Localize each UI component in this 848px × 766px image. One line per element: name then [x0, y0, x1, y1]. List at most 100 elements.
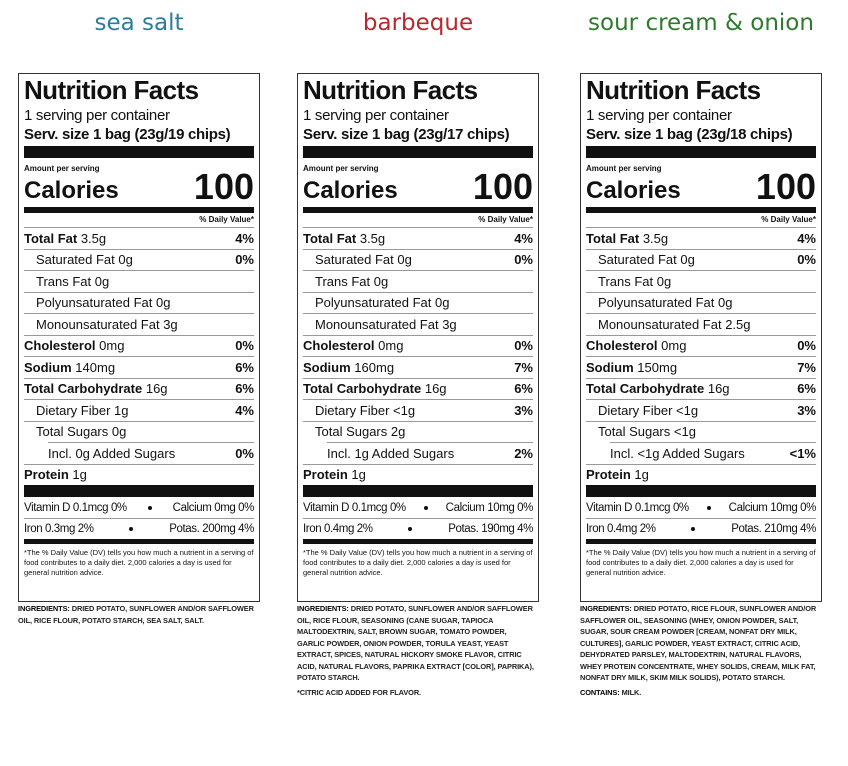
nutrient-row: Protein 1g: [586, 463, 816, 486]
nutrient-dv: 0%: [797, 338, 816, 354]
nutrient-name-group: Total Fat 3.5g: [303, 231, 385, 246]
nutrient-name-group: Dietary Fiber <1g: [598, 403, 698, 418]
nutrient-name-group: Total Fat 3.5g: [586, 231, 668, 246]
medium-bar: [586, 539, 816, 544]
nutrient-name-group: Total Fat 3.5g: [24, 231, 106, 246]
nutrient-amount: 16g: [424, 381, 447, 397]
nutrient-name-group: Total Sugars <1g: [598, 424, 696, 439]
ingredients-list: DRIED POTATO, RICE FLOUR, SUNFLOWER AND/…: [580, 604, 817, 682]
vitamin-row: Vitamin D 0.1mcg 0% Calcium 10mg 0%: [586, 497, 816, 518]
dv-header: % Daily Value*: [478, 215, 533, 224]
nutrient-name-group: Total Sugars 2g: [315, 424, 405, 439]
serving-size: Serv. size 1 bag (23g/18 chips): [586, 125, 816, 144]
amount-per-serving: Amount per serving: [586, 164, 662, 173]
nutrient-row: Incl. 0g Added Sugars 0%: [48, 442, 254, 464]
nutrient-amount: 0g: [680, 252, 695, 268]
ingredients-text: INGREDIENTS: DRIED POTATO, RICE FLOUR, S…: [580, 603, 818, 684]
separator-dot: [129, 527, 134, 531]
nutrient-name: Polyunsaturated Fat: [598, 295, 715, 311]
nutrient-name: Polyunsaturated Fat: [315, 295, 432, 311]
nutrient-name: Trans Fat: [36, 273, 92, 289]
nutrient-name-group: Polyunsaturated Fat 0g: [598, 295, 732, 310]
nutrient-amount: 3.5g: [80, 230, 107, 246]
vitamin-item: Calcium 10mg 0%: [445, 501, 534, 514]
vitamin-row: Iron 0.4mg 2% Potas. 190mg 4%: [303, 518, 533, 539]
nutrient-amount: 0g: [717, 295, 733, 311]
nutrient-row: Sodium 150mg 7%: [586, 356, 816, 378]
nutrient-row: Incl. 1g Added Sugars 2%: [327, 442, 533, 464]
nutrient-row: Cholesterol 0mg 0%: [303, 334, 533, 357]
nutrition-panel: Nutrition Facts 1 serving per container Se…: [580, 73, 822, 602]
nutrient-dv: 6%: [514, 381, 533, 397]
nutrient-name: Saturated Fat: [598, 252, 677, 268]
calories-row: Calories 100: [303, 169, 533, 205]
nutrient-name-group: Saturated Fat 0g: [36, 252, 133, 267]
serving-size: Serv. size 1 bag (23g/19 chips): [24, 125, 254, 144]
nutrient-row: Dietary Fiber <1g 3%: [303, 399, 533, 421]
vitamin-item: Potas. 190mg 4%: [448, 523, 533, 535]
nutrient-name: Sodium: [24, 359, 72, 375]
separator-dot: [408, 527, 413, 531]
nutrient-name-group: Saturated Fat 0g: [315, 252, 412, 267]
serving-size-label: Serv. size: [586, 126, 652, 143]
nutrient-name: Total Fat: [24, 230, 78, 246]
nutrient-amount: 160mg: [354, 359, 395, 375]
nutrient-dv: 6%: [797, 381, 816, 397]
nutrient-row: Saturated Fat 0g 0%: [586, 248, 816, 271]
nutrient-dv: 3%: [797, 402, 816, 418]
vitamin-item: Iron 0.4mg 2%: [586, 523, 656, 535]
nutrient-name: Dietary Fiber: [598, 402, 673, 418]
calories-row: Calories 100: [586, 169, 816, 205]
nutrient-amount: 0g: [656, 273, 672, 289]
ingredients: INGREDIENTS: DRIED POTATO, RICE FLOUR, S…: [580, 603, 818, 698]
nutrition-panel: Nutrition Facts 1 serving per container Se…: [297, 73, 539, 602]
nutrient-row: Dietary Fiber 1g 4%: [24, 399, 254, 421]
thick-bar: [303, 485, 533, 497]
nutrient-amount: 0g: [111, 424, 127, 440]
nutrient-amount: 16g: [145, 381, 168, 397]
thick-bar: [24, 146, 254, 158]
vitamin-item: Vitamin D 0.1mcg 0%: [586, 501, 689, 514]
nutrient-row: Dietary Fiber <1g 3%: [586, 399, 816, 421]
dv-header: % Daily Value*: [199, 215, 254, 224]
vitamin-row: Vitamin D 0.1mcg 0% Calcium 0mg 0%: [24, 497, 254, 518]
nutrient-row: Total Carbohydrate 16g 6%: [24, 377, 254, 400]
nutrient-name-group: Cholesterol 0mg: [303, 338, 403, 353]
nutrient-row: Total Fat 3.5g 4%: [303, 227, 533, 249]
nutrient-row: Cholesterol 0mg 0%: [24, 334, 254, 357]
nutrient-name-group: Total Carbohydrate 16g: [586, 381, 730, 396]
panel-title: Nutrition Facts: [586, 75, 761, 105]
nutrient-name-group: Polyunsaturated Fat 0g: [315, 295, 449, 310]
nutrient-row: Saturated Fat 0g 0%: [24, 248, 254, 271]
nutrient-amount: 1g: [351, 467, 366, 483]
vitamin-item: Iron 0.3mg 2%: [24, 523, 94, 535]
nutrient-name-group: Monounsaturated Fat 3g: [36, 317, 178, 332]
nutrient-amount: 0g: [373, 273, 389, 289]
nutrient-amount: 1g: [634, 467, 649, 483]
nutrient-row: Total Fat 3.5g 4%: [24, 227, 254, 249]
nutrient-name: Total Fat: [586, 230, 640, 246]
nutrient-name-group: Saturated Fat 0g: [598, 252, 695, 267]
vitamin-item: Potas. 200mg 4%: [169, 523, 254, 535]
ingredients-label: INGREDIENTS:: [297, 604, 349, 613]
nutrient-dv: 0%: [235, 445, 254, 461]
nutrient-amount: 150mg: [637, 359, 678, 375]
nutrient-amount: 0mg: [661, 338, 687, 354]
thick-bar: [24, 485, 254, 497]
nutrient-name: Sodium: [586, 359, 634, 375]
nutrient-name: Sodium: [303, 359, 351, 375]
nutrient-row: Polyunsaturated Fat 0g: [24, 291, 254, 314]
nutrient-name-group: Protein 1g: [24, 467, 87, 482]
footnote: *The % Daily Value (DV) tells you how mu…: [24, 548, 254, 577]
nutrient-name: Total Fat: [303, 230, 357, 246]
medium-bar: [303, 207, 533, 213]
nutrient-name-group: Trans Fat 0g: [36, 274, 109, 289]
nutrient-dv: 3%: [514, 402, 533, 418]
ingredients-note: *CITRIC ACID ADDED FOR FLAVOR.: [297, 687, 535, 699]
nutrient-amount: 1g: [114, 402, 129, 418]
nutrient-name: Trans Fat: [315, 273, 371, 289]
nutrient-dv: 0%: [797, 252, 816, 268]
nutrient-dv: 6%: [235, 359, 254, 375]
nutrient-amount: 0g: [397, 252, 412, 268]
